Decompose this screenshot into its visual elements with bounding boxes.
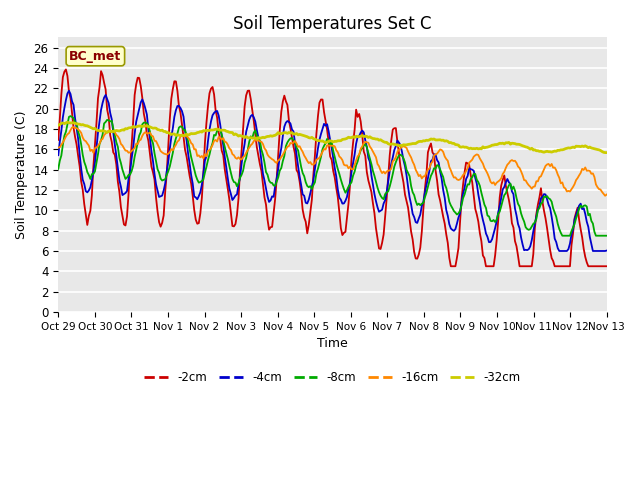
X-axis label: Time: Time <box>317 337 348 350</box>
Y-axis label: Soil Temperature (C): Soil Temperature (C) <box>15 110 28 239</box>
Text: BC_met: BC_met <box>69 50 122 63</box>
Title: Soil Temperatures Set C: Soil Temperatures Set C <box>233 15 432 33</box>
Legend: -2cm, -4cm, -8cm, -16cm, -32cm: -2cm, -4cm, -8cm, -16cm, -32cm <box>140 366 525 388</box>
